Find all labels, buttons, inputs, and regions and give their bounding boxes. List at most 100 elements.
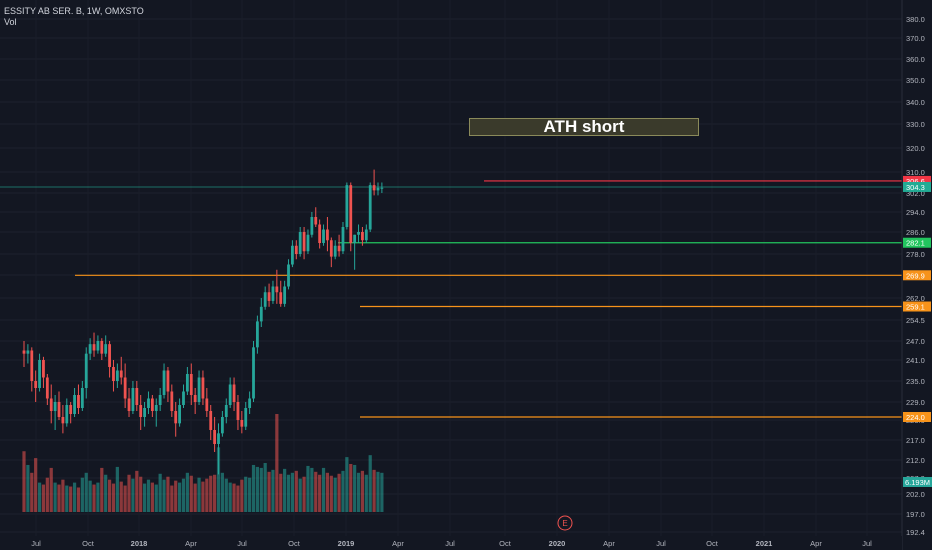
price-tick-label: 235.0 [906, 377, 925, 386]
candle-body [314, 217, 318, 225]
candle-body [139, 405, 143, 417]
candle-body [279, 292, 283, 304]
volume-bar [314, 471, 318, 512]
candle-body [252, 347, 255, 399]
volume-bar [376, 471, 380, 512]
candle-body [232, 384, 236, 402]
candle-body [228, 384, 232, 405]
volume-bar [255, 466, 259, 512]
price-tick-label: 241.0 [906, 356, 925, 365]
candle-body [236, 402, 240, 420]
candle-body [170, 391, 174, 411]
level-price-label: 304.3 [906, 183, 925, 192]
price-tick-label: 320.0 [906, 144, 925, 153]
volume-bar [142, 483, 147, 512]
volume-bar [197, 477, 201, 512]
volume-bar [220, 472, 224, 512]
volume-bar [162, 479, 166, 512]
price-tick-label: 350.0 [906, 76, 925, 85]
horizontal-levels[interactable] [0, 180, 902, 418]
time-tick-label: 2018 [131, 539, 148, 548]
candle-body [353, 234, 357, 243]
candle-body [310, 217, 314, 235]
level-price-tag [903, 301, 931, 312]
volume-bar [325, 472, 330, 512]
time-tick-label: Apr [185, 539, 197, 548]
price-tick-label: 294.0 [906, 208, 925, 217]
candle-body [326, 229, 329, 241]
candle-body [154, 405, 158, 411]
price-axis[interactable]: 380.0 370.0 360.0 350.0 340.0 330.0 320.0 310.0… [901, 0, 932, 550]
volume-bar [115, 466, 119, 512]
price-tick-label: 360.0 [906, 55, 925, 64]
volume-bar [45, 477, 49, 512]
candle-body [333, 245, 337, 257]
annotation-box[interactable]: ATH short [469, 118, 699, 136]
candle-body [209, 411, 213, 430]
candle-body [337, 245, 341, 252]
candle-body [217, 433, 220, 444]
volume-bar [150, 482, 154, 512]
candle-body [45, 377, 49, 399]
price-tick-label: 192.4 [906, 528, 925, 537]
candle-body [302, 232, 306, 252]
grid [0, 18, 902, 533]
time-axis[interactable]: Jul Oct 2018 Apr Jul Oct 2019 Apr Jul Oct 2020 Apr J… [0, 536, 902, 550]
earnings-marker[interactable]: E [557, 515, 573, 531]
candle-body [61, 417, 65, 424]
volume-bar [37, 482, 42, 512]
volume-bar [271, 469, 275, 512]
volume-bar [104, 474, 108, 512]
candle-body [189, 374, 193, 395]
candle-body [259, 306, 263, 322]
volume-bar [318, 474, 322, 512]
volume-bar [53, 482, 57, 512]
candle-body [104, 344, 108, 354]
candle-body [271, 286, 275, 301]
volume-bar [41, 484, 46, 512]
candle-body [376, 187, 380, 191]
candle-body [357, 232, 360, 235]
candle-body [49, 398, 53, 411]
candle-body [364, 229, 368, 241]
volume-bar [298, 478, 302, 512]
volume-bar [80, 477, 84, 512]
volume-bar [49, 467, 53, 512]
candle-body [131, 388, 135, 411]
volume-bar [259, 467, 263, 512]
volume-bar [84, 472, 88, 512]
time-tick-label: Oct [82, 539, 95, 548]
time-tick-label: Oct [288, 539, 301, 548]
candle-body [127, 398, 131, 411]
volume-bar [248, 477, 252, 512]
candle-body [283, 286, 287, 304]
time-tick-label: Jul [31, 539, 41, 548]
volume-bar [123, 485, 127, 512]
candle-body [34, 381, 38, 388]
volume-bar [213, 474, 217, 512]
volume-bar [22, 451, 26, 512]
candle-body [38, 360, 41, 388]
volume-bar [224, 478, 228, 512]
price-tick-label: 340.0 [906, 98, 925, 107]
candle-body [108, 344, 111, 367]
candle-body [361, 232, 364, 241]
candle-body [213, 430, 217, 444]
volume-bar [364, 474, 368, 512]
time-tick-label: Apr [392, 539, 404, 548]
volume-bar [353, 464, 357, 512]
volume-bar [135, 470, 139, 512]
level-price-tag [903, 181, 931, 192]
candle-body [275, 286, 279, 293]
price-tick-label: 217.0 [906, 436, 925, 445]
volume-bar [345, 457, 349, 512]
volume-bar [193, 483, 197, 512]
candle-body [205, 398, 209, 411]
time-tick-label: Apr [603, 539, 615, 548]
price-tick-label: 302.0 [906, 189, 925, 198]
candle-body [147, 398, 150, 408]
candle-body [69, 405, 73, 414]
candle-body [92, 344, 96, 351]
candle-body [178, 405, 181, 424]
